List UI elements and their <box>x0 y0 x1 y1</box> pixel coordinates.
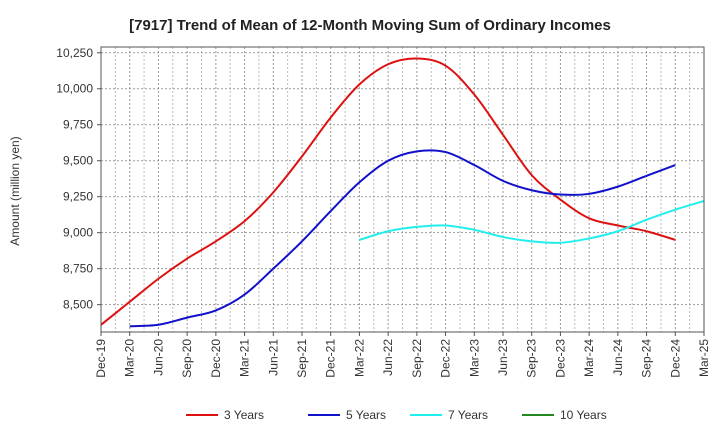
plot-area <box>100 46 705 333</box>
x-tick-label: Dec-21 <box>324 339 338 378</box>
chart-title: [7917] Trend of Mean of 12-Month Moving … <box>129 17 611 34</box>
y-tick-label: 9,000 <box>63 226 93 240</box>
legend-item-5-years: 5 Years <box>308 408 386 422</box>
x-tick-label: Mar-25 <box>697 339 711 377</box>
x-tick-label: Mar-20 <box>123 339 137 377</box>
x-tick-label: Sep-22 <box>410 339 424 378</box>
y-tick-label: 9,500 <box>63 154 93 168</box>
plot-frame <box>100 46 705 333</box>
x-tick-label: Jun-24 <box>611 339 625 376</box>
legend-label: 10 Years <box>560 408 607 422</box>
y-tick-label: 8,750 <box>63 262 93 276</box>
y-axis-label: Amount (million yen) <box>8 136 22 245</box>
x-tick-label: Jun-23 <box>496 339 510 376</box>
x-tick-label: Dec-19 <box>94 339 108 378</box>
series-layer <box>100 57 705 328</box>
x-tick-label: Sep-24 <box>640 339 654 378</box>
gridlines <box>101 47 704 332</box>
plot-background <box>101 47 704 332</box>
legend-item-3-years: 3 Years <box>186 408 264 422</box>
x-tick-label: Mar-24 <box>582 339 596 377</box>
legend-label: 5 Years <box>346 408 386 422</box>
legend-label: 3 Years <box>224 408 264 422</box>
x-tick-label: Dec-20 <box>209 339 223 378</box>
x-tick-label: Mar-21 <box>238 339 252 377</box>
x-tick-label: Dec-22 <box>439 339 453 378</box>
x-tick-label: Sep-20 <box>180 339 194 378</box>
x-axis-ticks: Dec-19 Mar-20 Jun-20 Sep-20 Dec-20 Mar-21 Jun-… <box>94 332 711 378</box>
x-tick-label: Mar-23 <box>467 339 481 377</box>
y-tick-label: 9,750 <box>63 118 93 132</box>
y-tick-label: 9,250 <box>63 190 93 204</box>
x-tick-label: Sep-23 <box>525 339 539 378</box>
legend-label: 7 Years <box>448 408 488 422</box>
y-tick-label: 10,000 <box>56 82 93 96</box>
x-tick-label: Mar-22 <box>352 339 366 377</box>
series-line-3-years <box>100 57 676 326</box>
y-tick-label: 8,500 <box>63 298 93 312</box>
x-tick-label: Jun-21 <box>266 339 280 376</box>
legend-item-10-years: 10 Years <box>522 408 607 422</box>
x-tick-label: Dec-23 <box>553 339 567 378</box>
x-tick-label: Sep-21 <box>295 339 309 378</box>
y-tick-label: 10,250 <box>56 46 93 60</box>
series-line-7-years <box>359 200 705 244</box>
legend-item-7-years: 7 Years <box>410 408 488 422</box>
x-tick-label: Jun-22 <box>381 339 395 376</box>
series-line-5-years <box>129 149 676 328</box>
y-axis-ticks: 8,500 8,750 9,000 9,250 9,500 9,750 10,000 10,2… <box>56 46 101 312</box>
legend: 3 Years 5 Years 7 Years 10 Years <box>186 408 607 422</box>
x-tick-label: Jun-20 <box>151 339 165 376</box>
x-tick-label: Dec-24 <box>668 339 682 378</box>
